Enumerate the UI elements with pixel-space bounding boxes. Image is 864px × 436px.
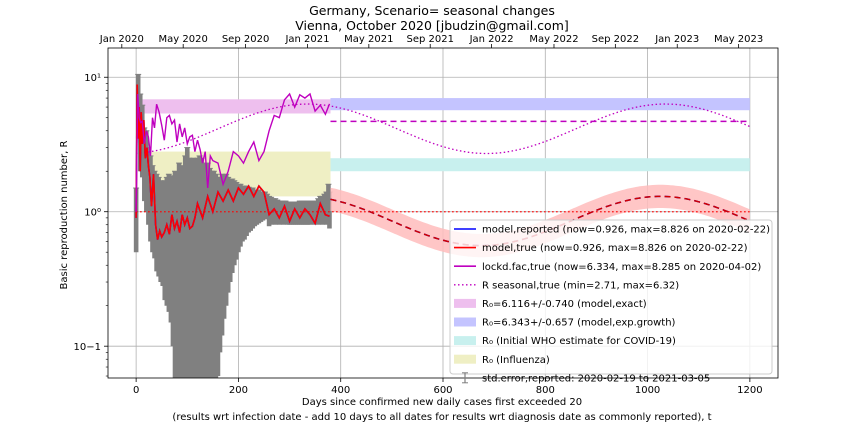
seasonal-line <box>136 103 751 155</box>
y-tick-label: 10¹ <box>84 73 101 84</box>
x-tick-label: 600 <box>433 385 452 396</box>
y-tick-label: 10⁰ <box>84 208 101 219</box>
top-x-tick-label: Jan 2021 <box>284 34 329 45</box>
x-tick-label: 0 <box>133 385 139 396</box>
legend-swatch-patch <box>454 336 476 346</box>
top-x-tick-label: May 2022 <box>529 34 578 45</box>
x-axis-label: Days since confirmed new daily cases fir… <box>302 397 582 408</box>
top-x-tick-label: Jan 2020 <box>99 34 144 45</box>
legend-box <box>449 219 773 375</box>
legend-label: model,true (now=0.926, max=8.826 on 2020… <box>482 243 748 254</box>
top-x-tick-label: Sep 2020 <box>222 34 269 45</box>
r0-band <box>136 99 331 114</box>
top-x-tick-label: May 2021 <box>344 34 393 45</box>
legend-swatch-patch <box>454 317 476 327</box>
forecast-true-line <box>330 195 751 247</box>
top-x-tick-label: Sep 2022 <box>592 34 639 45</box>
series-model-true <box>135 84 330 240</box>
legend-label: R₀ (Influenza) <box>482 355 550 366</box>
r0-band <box>330 98 750 111</box>
plot-area <box>108 48 778 378</box>
legend-label: R₀=6.116+/-0.740 (model,exact) <box>482 299 647 310</box>
top-x-tick-label: May 2023 <box>714 34 763 45</box>
x-tick-label: 200 <box>229 385 248 396</box>
x-tick-label: 1000 <box>635 385 660 396</box>
legend-label: R seasonal,true (min=2.71, max=6.32) <box>482 280 679 291</box>
legend-swatch-patch <box>454 354 476 364</box>
legend-label: std.error,reported: 2020-02-19 to 2021-0… <box>482 373 710 384</box>
series-lockd-fac-true <box>135 92 331 212</box>
chart-subtitle: Vienna, October 2020 [jbudzin@gmail.com] <box>295 18 569 33</box>
top-x-tick-label: Jan 2022 <box>469 34 514 45</box>
legend-label: lockd.fac,true (now=6.334, max=8.285 on … <box>482 262 761 273</box>
y-tick-label: 10−1 <box>74 342 101 353</box>
top-x-tick-label: Sep 2021 <box>406 34 453 45</box>
y-axis-label: Basic reproduction number, R <box>59 140 70 289</box>
top-x-tick-label: May 2020 <box>159 34 208 45</box>
x-tick-label: 1200 <box>737 385 762 396</box>
legend-label: R₀=6.343+/-0.657 (model,exp.growth) <box>482 318 676 329</box>
legend-swatch-patch <box>454 298 476 308</box>
x-axis-label-note: (results wrt infection date - add 10 day… <box>172 412 711 423</box>
legend-label: R₀ (Initial WHO estimate for COVID-19) <box>482 336 676 347</box>
x-tick-label: 800 <box>536 385 555 396</box>
r0-band <box>330 158 750 172</box>
forecast-uncertainty-band <box>330 184 750 258</box>
legend-label: model,reported (now=0.926, max=8.826 on … <box>482 225 770 236</box>
chart-title: Germany, Scenario= seasonal changes <box>309 3 555 18</box>
top-x-tick-label: Jan 2023 <box>654 34 699 45</box>
x-tick-label: 400 <box>331 385 350 396</box>
